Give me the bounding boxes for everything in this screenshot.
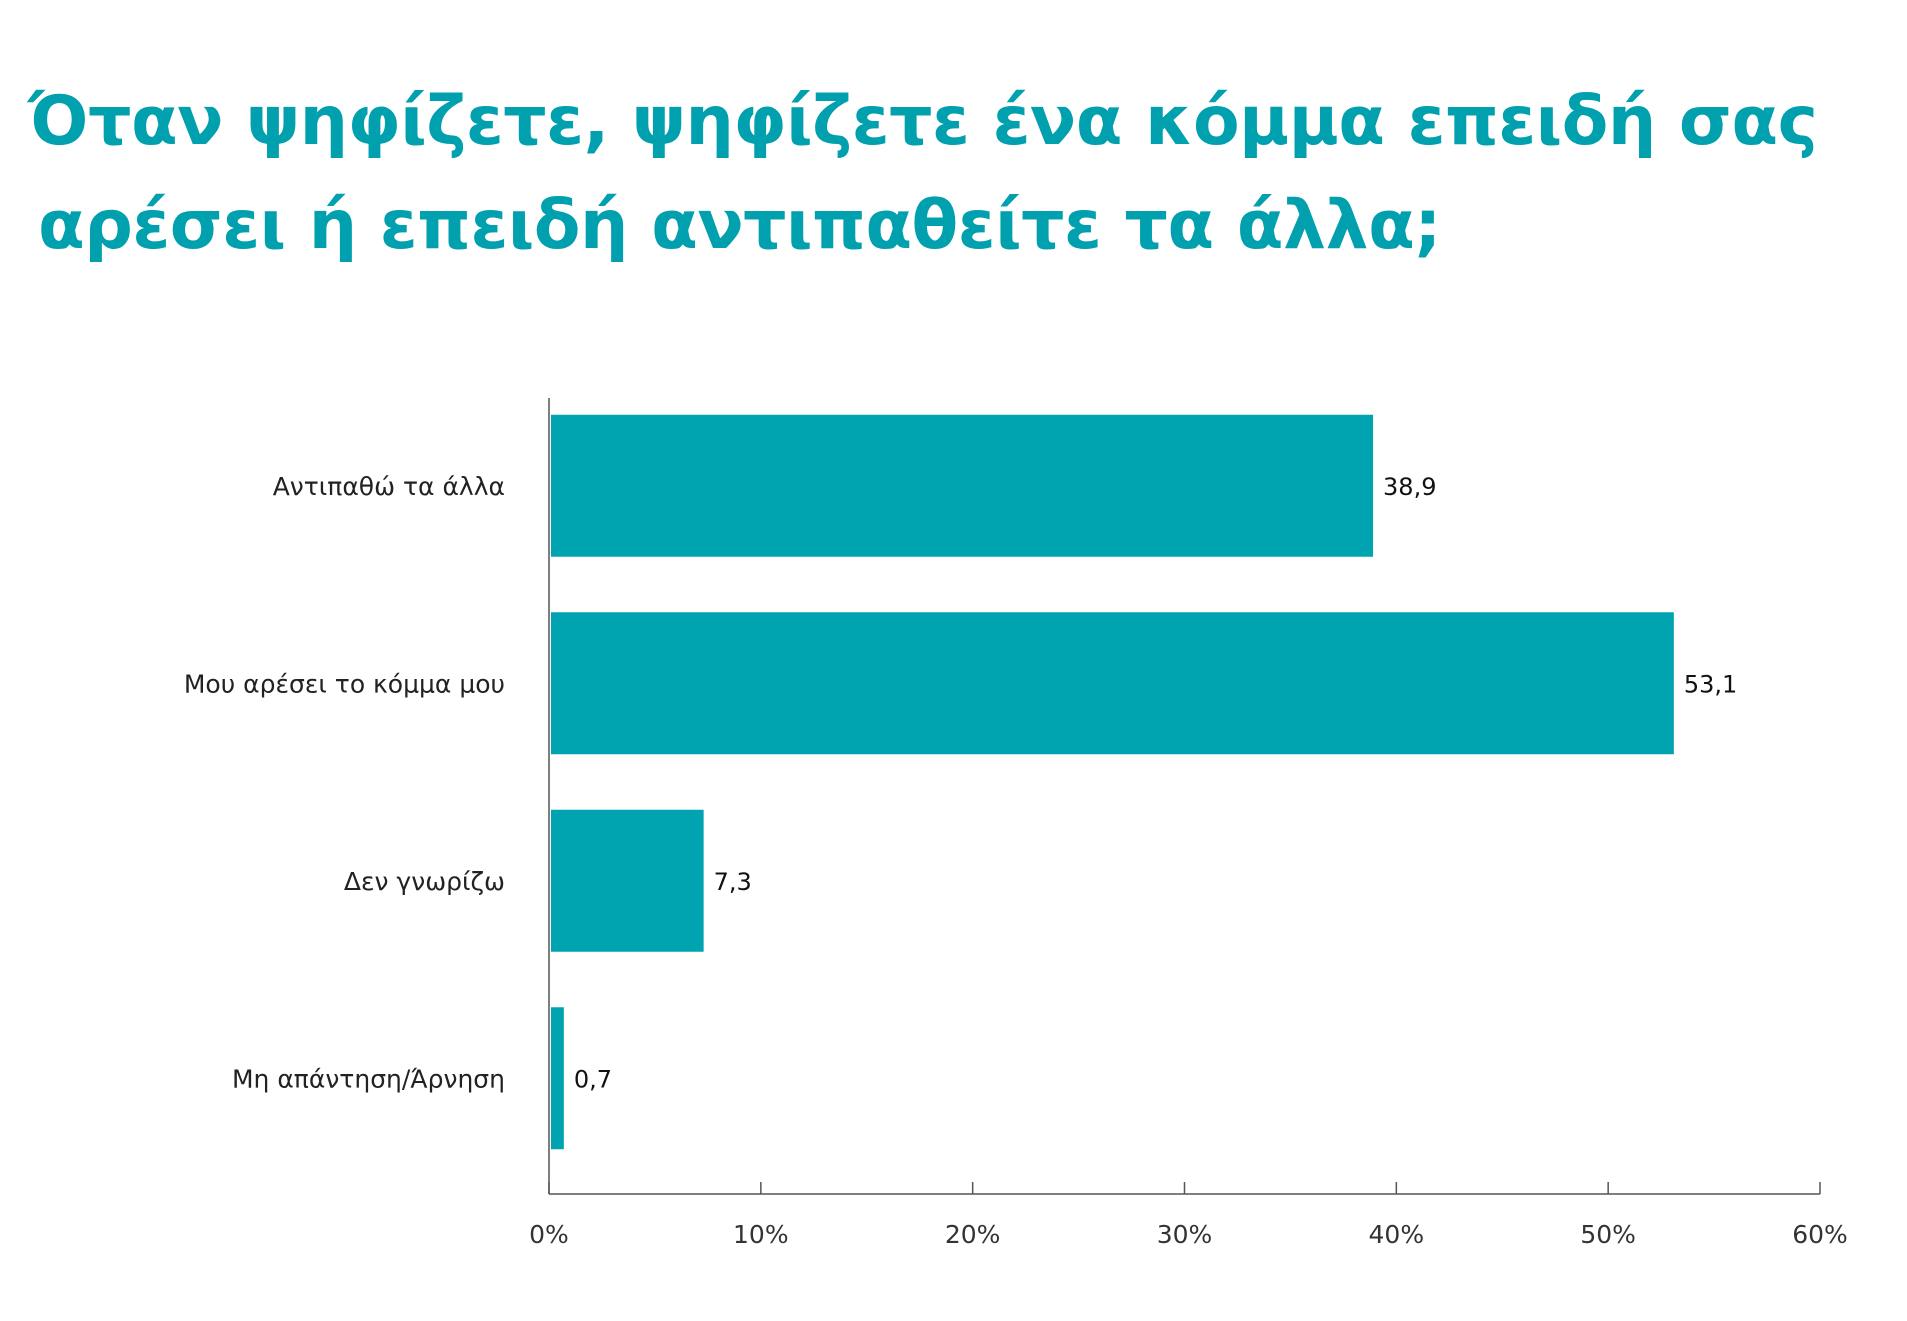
data-label: 38,9	[1383, 473, 1436, 501]
chart-title-line-2: αρέσει ή επειδή αντιπαθείτε τα άλλα;	[38, 186, 1442, 265]
x-tick-label: 10%	[733, 1220, 789, 1249]
x-tick-label: 50%	[1580, 1220, 1636, 1249]
data-label: 53,1	[1684, 670, 1737, 698]
bar	[551, 809, 704, 952]
category-label: Μου αρέσει το κόμμα μου	[184, 669, 505, 698]
x-tick-label: 20%	[945, 1220, 1001, 1249]
bar	[551, 414, 1374, 557]
x-tick-label: 0%	[529, 1220, 569, 1249]
x-tick-label: 60%	[1792, 1220, 1848, 1249]
bar	[551, 1007, 564, 1150]
x-tick-label: 40%	[1369, 1220, 1425, 1249]
data-label: 0,7	[574, 1065, 612, 1093]
data-label: 7,3	[714, 868, 752, 896]
bar	[551, 612, 1674, 755]
chart-title: Όταν ψηφίζετε, ψηφίζετε ένα κόμμα επειδή…	[28, 70, 1888, 278]
chart-title-line-1: Όταν ψηφίζετε, ψηφίζετε ένα κόμμα επειδή…	[28, 82, 1818, 161]
x-tick-label: 30%	[1157, 1220, 1213, 1249]
category-label: Μη απάντηση/Άρνηση	[232, 1064, 505, 1093]
category-label: Δεν γνωρίζω	[344, 867, 505, 896]
category-label: Αντιπαθώ τα άλλα	[273, 472, 505, 501]
